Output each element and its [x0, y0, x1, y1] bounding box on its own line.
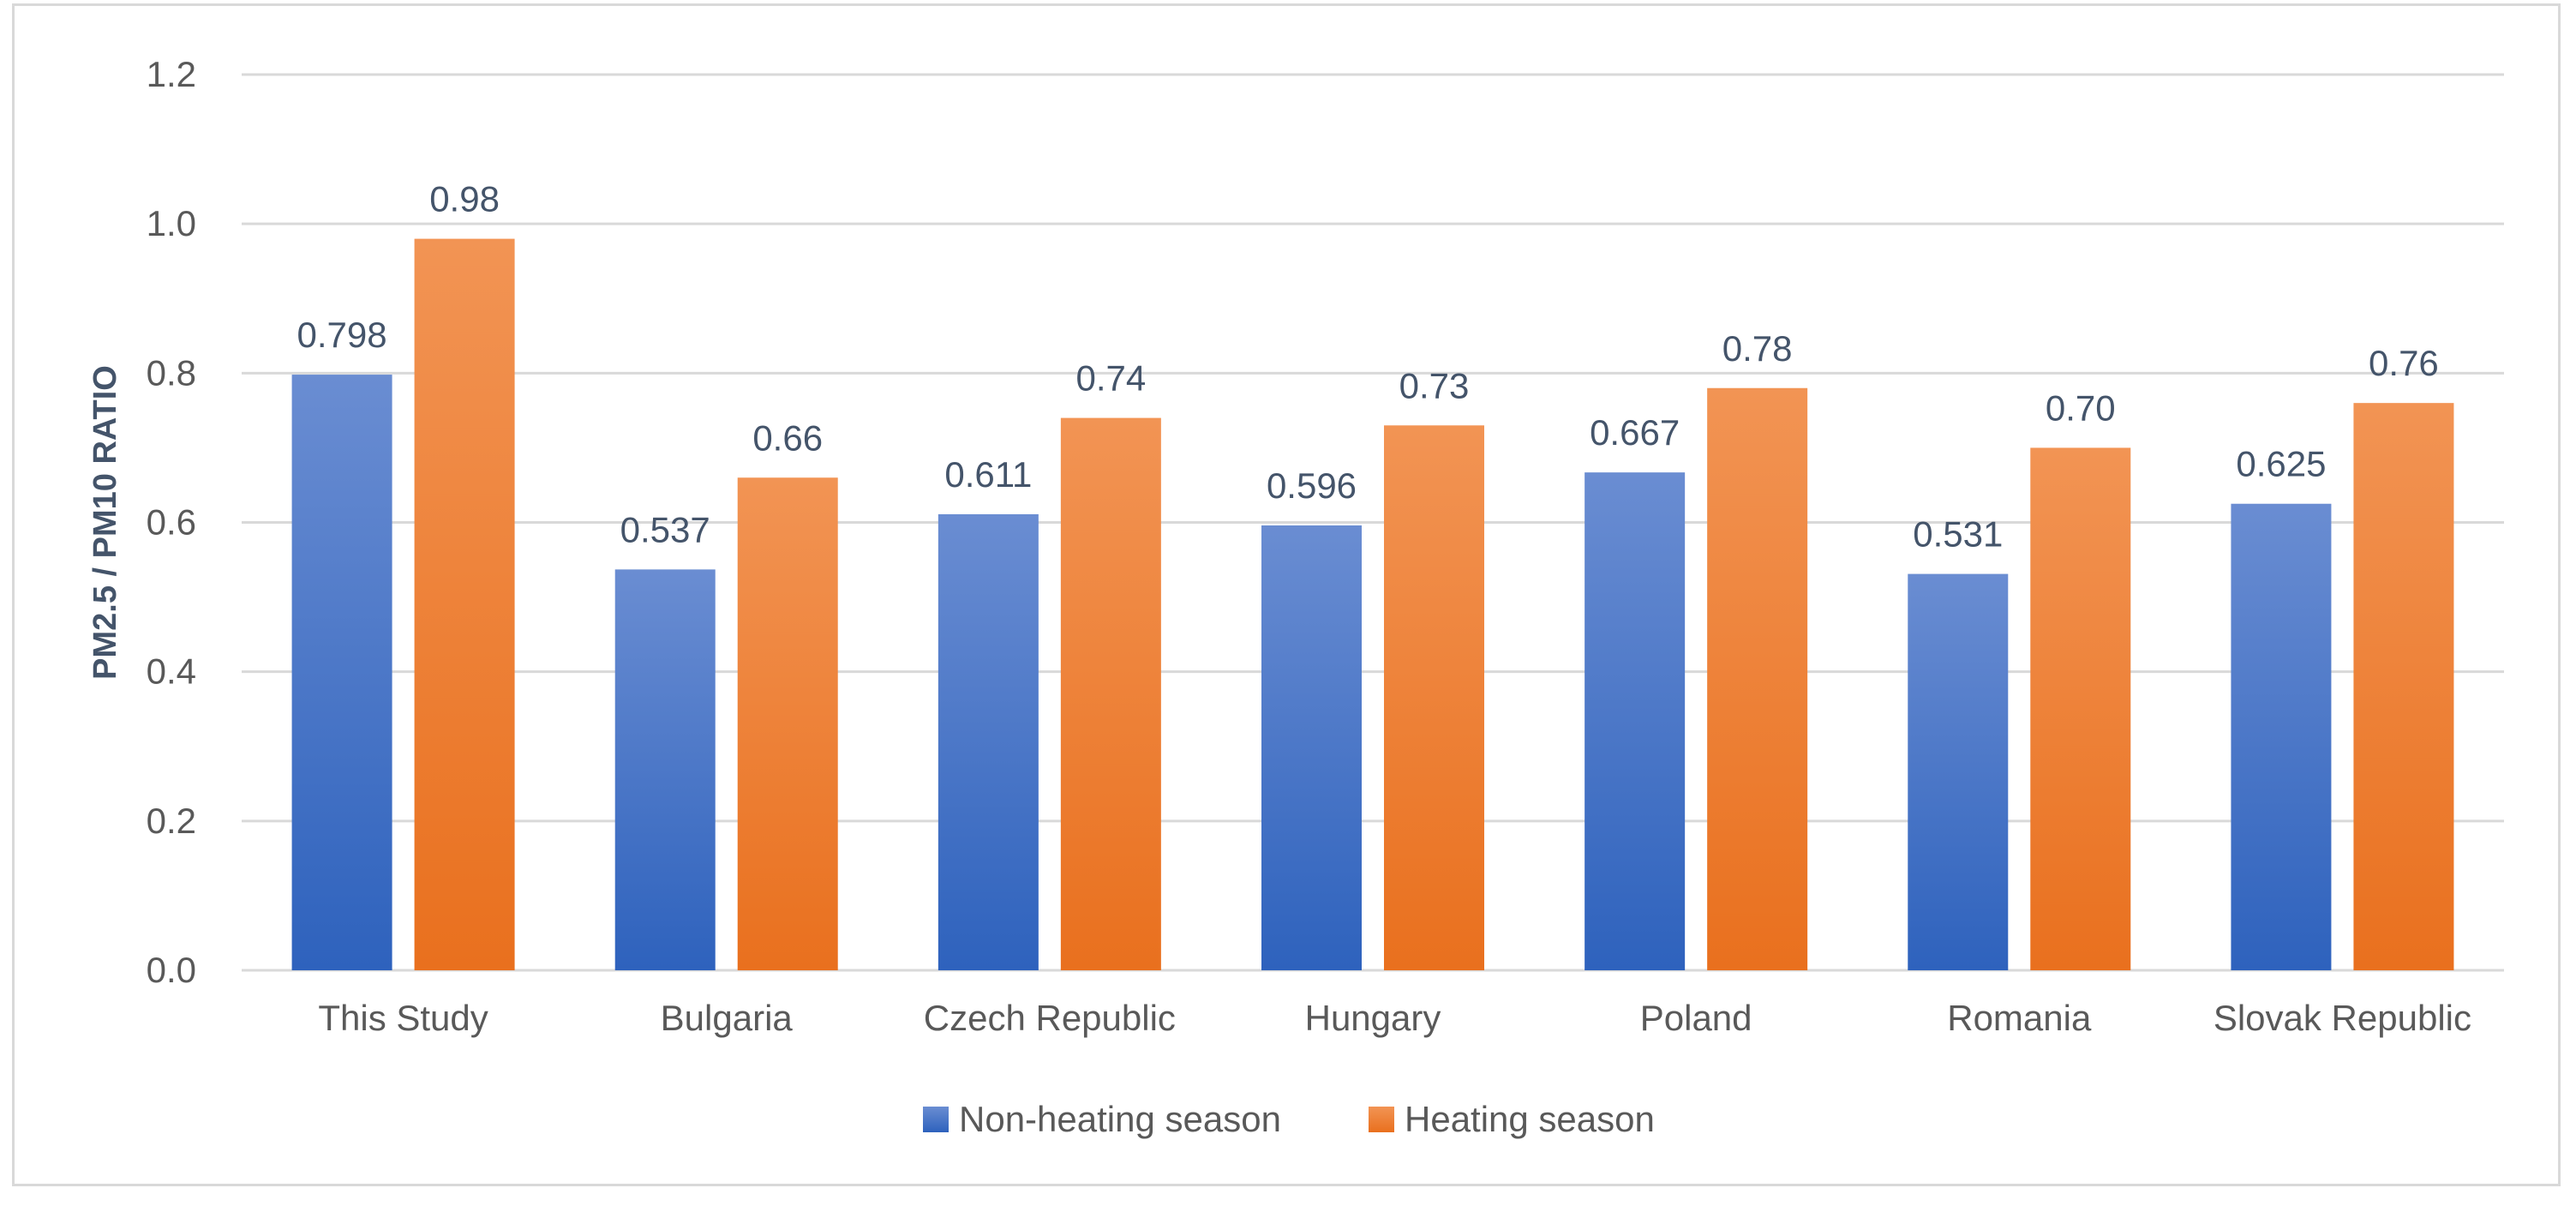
y-axis-title: PM2.5 / PM10 RATIO [87, 365, 123, 680]
data-label: 0.70 [2046, 387, 2116, 428]
y-tick-label: 0.6 [147, 502, 196, 543]
bar-heating[interactable] [414, 238, 515, 970]
data-label: 0.625 [2236, 444, 2326, 484]
data-label: 0.531 [1913, 514, 2003, 555]
y-tick-label: 0.8 [147, 352, 196, 393]
legend: Non-heating season Heating season [923, 1099, 1655, 1139]
bar-non-heating[interactable] [938, 513, 1039, 970]
data-label: 0.78 [1722, 328, 1793, 369]
data-label: 0.596 [1267, 465, 1357, 506]
x-category-label: Slovak Republic [2214, 998, 2471, 1038]
data-label: 0.98 [429, 179, 500, 219]
data-label: 0.537 [620, 509, 710, 549]
legend-label[interactable]: Heating season [1405, 1099, 1655, 1139]
data-label: 0.76 [2369, 343, 2439, 383]
x-category-label: Hungary [1305, 998, 1441, 1038]
bar-heating[interactable] [2030, 447, 2131, 970]
data-label: 0.611 [944, 454, 1032, 495]
bar-non-heating[interactable] [1585, 472, 1686, 970]
x-category-label: Bulgaria [661, 998, 794, 1038]
x-category-label: Czech Republic [924, 998, 1176, 1038]
bar-heating[interactable] [737, 477, 838, 970]
x-category-label: This Study [318, 998, 488, 1038]
legend-swatch-non-heating[interactable] [923, 1107, 949, 1132]
bar-non-heating[interactable] [1261, 525, 1362, 970]
bar-non-heating[interactable] [2231, 503, 2332, 970]
y-tick-label: 0.2 [147, 801, 196, 841]
x-category-label: Poland [1640, 998, 1752, 1038]
labels: 0.0 0.2 0.4 0.6 0.8 1.0 1.2 PM2.5 / PM10 RATIO 0… [87, 54, 2471, 1038]
legend-swatch-heating[interactable] [1369, 1107, 1394, 1132]
y-tick-label: 0.0 [147, 950, 196, 990]
bar-heating[interactable] [1060, 417, 1161, 970]
y-tick-label: 0.4 [147, 651, 196, 692]
bar-heating[interactable] [1384, 425, 1484, 971]
bar-heating[interactable] [1707, 387, 1808, 970]
bar-chart: 0.0 0.2 0.4 0.6 0.8 1.0 1.2 PM2.5 / PM10 RATIO 0… [87, 54, 2504, 1139]
bar-non-heating[interactable] [291, 375, 392, 970]
x-category-label: Romania [1947, 998, 2092, 1038]
data-label: 0.667 [1590, 412, 1680, 453]
bar-non-heating[interactable] [1908, 573, 2009, 970]
bar-heating[interactable] [2353, 403, 2454, 971]
data-label: 0.74 [1075, 358, 1146, 399]
y-tick-label: 1.2 [147, 54, 196, 94]
data-label: 0.66 [752, 417, 823, 458]
chart-frame: 0.0 0.2 0.4 0.6 0.8 1.0 1.2 PM2.5 / PM10 RATIO 0… [12, 3, 2561, 1186]
gridlines [242, 73, 2504, 972]
data-label: 0.73 [1399, 365, 1470, 405]
bars [291, 238, 2454, 971]
bar-non-heating[interactable] [614, 569, 716, 970]
legend-label[interactable]: Non-heating season [959, 1099, 1281, 1139]
y-tick-label: 1.0 [147, 203, 196, 243]
data-label: 0.798 [297, 315, 387, 355]
